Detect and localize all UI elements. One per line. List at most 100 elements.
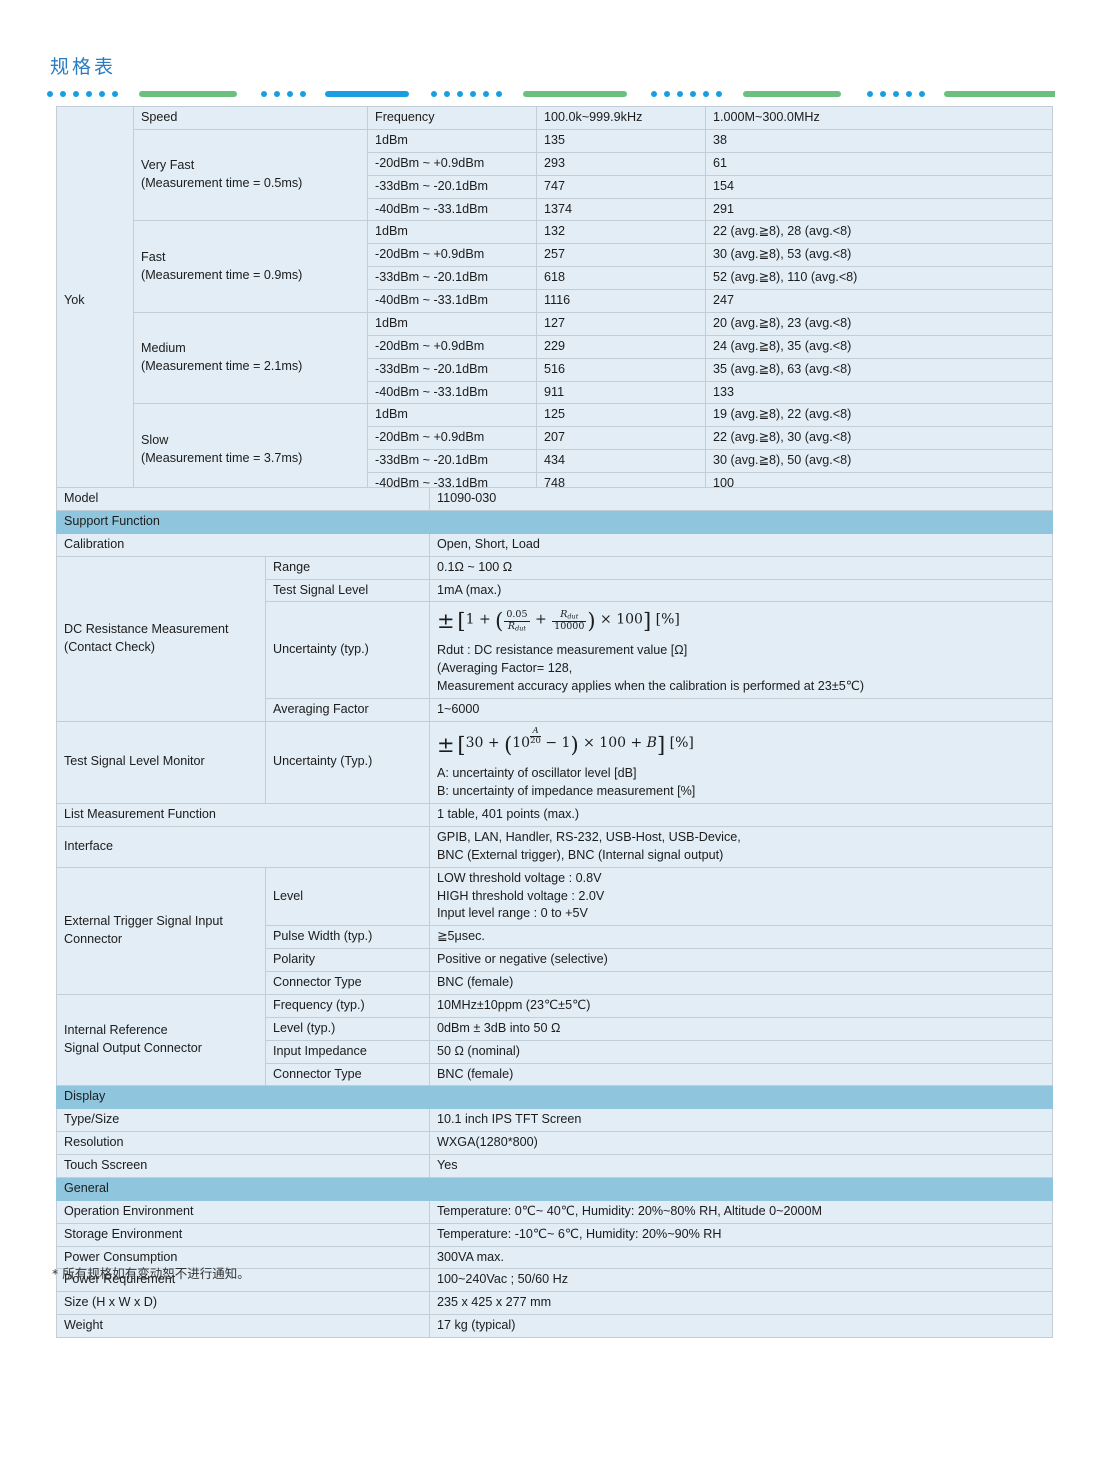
value-range2-cell: 35 (avg.≧8), 63 (avg.<8) bbox=[705, 357, 1053, 382]
level-cell: -20dBm ~ +0.9dBm bbox=[367, 334, 537, 359]
table-row-header: Yok Speed Frequency 100.0k~999.9kHz 1.000M~3… bbox=[56, 106, 1053, 496]
tslm-uncertainty-formula: ± [30 + (10 A 20 − 1) × 100 + B] [%] bbox=[437, 725, 694, 757]
value-range1-cell: 293 bbox=[536, 151, 706, 176]
table-row: Very Fast (Measurement time = 0.5ms) 1dBm 1… bbox=[57, 128, 1053, 222]
interface-label: Interface bbox=[56, 825, 430, 868]
section-header-general: General bbox=[56, 1176, 1053, 1201]
general-key: Weight bbox=[56, 1314, 430, 1339]
int-ref-key: Level (typ.) bbox=[265, 1016, 430, 1041]
table-row-dc-range: DC Resistance Measurement (Contact Check)… bbox=[56, 555, 1053, 722]
value-range2-cell: 154 bbox=[705, 174, 1053, 199]
value-range1-cell: 747 bbox=[536, 174, 706, 199]
display-value: Yes bbox=[429, 1154, 1053, 1178]
dc-uncertainty-value: ± [1 + (0.05 Rdut + Rdut 10000) × 100] [%]… bbox=[429, 601, 1053, 699]
table-row: -40dBm ~ -33.1dBm 1374 291 bbox=[57, 197, 1053, 222]
value-range2-cell: 30 (avg.≧8), 50 (avg.<8) bbox=[705, 449, 1053, 473]
decorative-divider bbox=[47, 90, 1055, 97]
dc-averaging-factor-label: Averaging Factor bbox=[265, 697, 430, 722]
display-key: Touch Sscreen bbox=[56, 1154, 430, 1178]
level-cell: -40dBm ~ -33.1dBm bbox=[367, 380, 537, 405]
value-range1-cell: 618 bbox=[536, 266, 706, 290]
table-row-int-ref: Internal Reference Signal Output Connecto… bbox=[56, 993, 1053, 1087]
table-row-general: Storage Environment Temperature: -10℃~ 6℃… bbox=[56, 1222, 1053, 1247]
table-row: -20dBm ~ +0.9dBm 257 30 (avg.≧8), 53 (avg.… bbox=[57, 243, 1053, 268]
ext-trigger-value: BNC (female) bbox=[429, 971, 1053, 995]
level-cell: -20dBm ~ +0.9dBm bbox=[367, 426, 537, 451]
ext-trigger-value: LOW threshold voltage : 0.8V HIGH thresho… bbox=[429, 866, 1053, 927]
table-row-ext-trigger: Pulse Width (typ.) ≧5μsec. bbox=[57, 925, 1053, 950]
value-range1-cell: 135 bbox=[536, 128, 706, 153]
value-range1-cell: 132 bbox=[536, 220, 706, 245]
value-range1-cell: 127 bbox=[536, 311, 706, 336]
int-ref-value: 10MHz±10ppm (23℃±5℃) bbox=[429, 993, 1053, 1018]
table-row-dc-uncertainty: Uncertainty (typ.) ± [1 + (0.05 Rdut + Rdu… bbox=[57, 601, 1053, 699]
display-key: Resolution bbox=[56, 1131, 430, 1156]
value-range1-cell: 229 bbox=[536, 334, 706, 359]
level-cell: -40dBm ~ -33.1dBm bbox=[367, 289, 537, 313]
ext-trigger-value: Positive or negative (selective) bbox=[429, 948, 1053, 973]
external-trigger-connector-label: External Trigger Signal Input Connector bbox=[56, 866, 266, 995]
table-row: -33dBm ~ -20.1dBm 516 35 (avg.≧8), 63 (avg… bbox=[57, 357, 1053, 382]
row-label-yok: Yok bbox=[56, 106, 134, 496]
dc-range-value: 0.1Ω ~ 100 Ω bbox=[429, 555, 1053, 580]
value-range1-cell: 516 bbox=[536, 357, 706, 382]
table-row-calibration: Calibration Open, Short, Load bbox=[56, 532, 1053, 557]
dc-test-signal-level-label: Test Signal Level bbox=[265, 578, 430, 603]
table-row-general: Power Requirement 100~240Vac ; 50/60 Hz bbox=[56, 1268, 1053, 1293]
table-row-dc-test-level: Test Signal Level 1mA (max.) bbox=[57, 578, 1053, 603]
level-cell: -20dBm ~ +0.9dBm bbox=[367, 151, 537, 176]
level-cell: -20dBm ~ +0.9dBm bbox=[367, 243, 537, 268]
table-row: Slow (Measurement time = 3.7ms) 1dBm 125 19 … bbox=[57, 403, 1053, 496]
level-cell: -33dBm ~ -20.1dBm bbox=[367, 174, 537, 199]
general-value: 235 x 425 x 277 mm bbox=[429, 1291, 1053, 1316]
value-range2-cell: 38 bbox=[705, 128, 1053, 153]
value-range2-cell: 19 (avg.≧8), 22 (avg.<8) bbox=[705, 403, 1053, 428]
value-range2-cell: 30 (avg.≧8), 53 (avg.<8) bbox=[705, 243, 1053, 268]
table-row-tslm: Test Signal Level Monitor Uncertainty (Ty… bbox=[56, 720, 1053, 805]
tslm-note-a: A: uncertainty of oscillator level [dB] bbox=[437, 766, 637, 781]
tslm-uncertainty-label: Uncertainty (Typ.) bbox=[265, 720, 430, 805]
col-header-range-1: 100.0k~999.9kHz bbox=[536, 106, 706, 130]
speed-group-slow: Slow (Measurement time = 3.7ms) bbox=[133, 403, 368, 496]
table-row: -33dBm ~ -20.1dBm 434 30 (avg.≧8), 50 (avg… bbox=[57, 449, 1053, 473]
ext-trigger-key: Pulse Width (typ.) bbox=[265, 925, 430, 950]
dc-resistance-measurement-label: DC Resistance Measurement (Contact Check) bbox=[56, 555, 266, 722]
tslm-note-b: B: uncertainty of impedance measurement … bbox=[437, 784, 696, 799]
dc-uncertainty-note-2: (Averaging Factor= 128, bbox=[437, 661, 573, 676]
value-range2-cell: 22 (avg.≧8), 30 (avg.<8) bbox=[705, 426, 1053, 451]
table-row-general: Size (H x W x D) 235 x 425 x 277 mm bbox=[56, 1291, 1053, 1316]
level-cell: 1dBm bbox=[367, 220, 537, 245]
interface-value: GPIB, LAN, Handler, RS-232, USB-Host, US… bbox=[429, 825, 1053, 868]
ext-trigger-key: Polarity bbox=[265, 948, 430, 973]
calibration-value: Open, Short, Load bbox=[429, 532, 1053, 557]
value-range2-cell: 20 (avg.≧8), 23 (avg.<8) bbox=[705, 311, 1053, 336]
calibration-label: Calibration bbox=[56, 532, 430, 557]
general-key: Storage Environment bbox=[56, 1222, 430, 1247]
ext-trigger-key: Connector Type bbox=[265, 971, 430, 995]
value-range2-cell: 24 (avg.≧8), 35 (avg.<8) bbox=[705, 334, 1053, 359]
internal-reference-connector-label: Internal Reference Signal Output Connecto… bbox=[56, 993, 266, 1087]
table-row-section-display: Display bbox=[56, 1085, 1053, 1110]
general-value: Temperature: 0℃~ 40℃, Humidity: 20%~80% … bbox=[429, 1199, 1053, 1224]
level-cell: -33dBm ~ -20.1dBm bbox=[367, 357, 537, 382]
general-key: Operation Environment bbox=[56, 1199, 430, 1224]
model-value: 11090-030 bbox=[429, 487, 1053, 511]
value-range2-cell: 133 bbox=[705, 380, 1053, 405]
table-row-general: Power Consumption 300VA max. bbox=[56, 1245, 1053, 1270]
dc-uncertainty-label: Uncertainty (typ.) bbox=[265, 601, 430, 699]
table-row: -40dBm ~ -33.1dBm 911 133 bbox=[57, 380, 1053, 405]
value-range2-cell: 61 bbox=[705, 151, 1053, 176]
table-row: -33dBm ~ -20.1dBm 618 52 (avg.≧8), 110 (av… bbox=[57, 266, 1053, 290]
col-header-range-2: 1.000M~300.0MHz bbox=[705, 106, 1053, 130]
table-row-list-measurement: List Measurement Function 1 table, 401 po… bbox=[56, 803, 1053, 827]
int-ref-key: Input Impedance bbox=[265, 1039, 430, 1064]
value-range2-cell: 52 (avg.≧8), 110 (avg.<8) bbox=[705, 266, 1053, 290]
value-range1-cell: 257 bbox=[536, 243, 706, 268]
display-key: Type/Size bbox=[56, 1108, 430, 1133]
list-measurement-function-label: List Measurement Function bbox=[56, 803, 430, 827]
table-row-display: Resolution WXGA(1280*800) bbox=[56, 1131, 1053, 1156]
general-spec-table: Model 11090-030 Support Function Calibratio… bbox=[56, 487, 1053, 1339]
table-row-ext-trigger: External Trigger Signal Input Connector Le… bbox=[56, 866, 1053, 995]
dc-test-signal-level-value: 1mA (max.) bbox=[429, 578, 1053, 603]
value-range1-cell: 911 bbox=[536, 380, 706, 405]
